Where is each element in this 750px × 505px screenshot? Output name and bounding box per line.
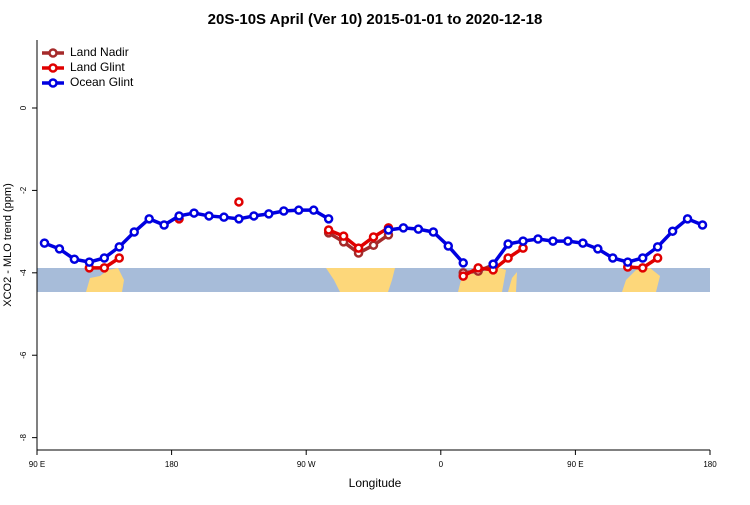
x-axis-label: Longitude bbox=[349, 476, 402, 490]
data-point bbox=[458, 258, 468, 268]
y-tick-label: -8 bbox=[19, 434, 28, 442]
y-tick-label: -4 bbox=[19, 269, 28, 277]
data-point bbox=[293, 205, 304, 215]
data-point bbox=[84, 257, 95, 267]
data-point bbox=[652, 253, 663, 263]
data-point bbox=[114, 242, 125, 252]
data-point bbox=[129, 227, 139, 237]
data-point bbox=[593, 244, 603, 254]
data-point bbox=[323, 214, 334, 224]
series-line bbox=[327, 231, 494, 275]
land-shape bbox=[622, 268, 660, 292]
data-point bbox=[608, 253, 618, 263]
data-point bbox=[159, 220, 169, 230]
data-point bbox=[353, 243, 364, 253]
data-point bbox=[249, 211, 259, 221]
land-shape bbox=[326, 268, 395, 292]
data-point bbox=[503, 239, 513, 249]
x-tick-label: 90 E bbox=[567, 460, 583, 469]
data-point bbox=[189, 208, 199, 218]
data-point bbox=[652, 242, 663, 252]
data-point bbox=[637, 253, 648, 263]
data-point bbox=[563, 236, 573, 246]
data-point bbox=[323, 225, 334, 235]
x-tick-label: 90 W bbox=[297, 460, 316, 469]
land-shape bbox=[86, 268, 124, 292]
data-point bbox=[99, 253, 110, 263]
data-point bbox=[622, 257, 633, 267]
data-point bbox=[144, 214, 154, 224]
y-tick-label: 0 bbox=[19, 105, 28, 110]
data-point bbox=[578, 238, 588, 248]
data-point bbox=[682, 214, 693, 224]
y-tick-label: -6 bbox=[19, 351, 28, 359]
data-point bbox=[503, 253, 513, 263]
y-axis-label: XCO2 - MLO trend (ppm) bbox=[2, 183, 14, 306]
data-point bbox=[279, 206, 289, 216]
data-point bbox=[114, 253, 125, 263]
y-tick-label: -2 bbox=[19, 186, 28, 194]
data-point bbox=[234, 197, 244, 207]
data-point bbox=[533, 234, 543, 244]
land-shape bbox=[508, 272, 517, 292]
x-tick-label: 180 bbox=[165, 460, 179, 469]
chart-title: 20S-10S April (Ver 10) 2015-01-01 to 202… bbox=[208, 11, 543, 28]
data-point bbox=[99, 263, 110, 273]
legend-marker bbox=[48, 63, 58, 73]
data-point bbox=[398, 223, 409, 233]
x-tick-label: 0 bbox=[439, 460, 444, 469]
data-point bbox=[443, 241, 454, 251]
data-point bbox=[338, 231, 349, 241]
data-point bbox=[637, 263, 648, 273]
legend-label: Ocean Glint bbox=[70, 75, 134, 89]
legend-marker bbox=[48, 78, 58, 88]
land-sea-band bbox=[37, 268, 710, 292]
data-point bbox=[473, 263, 483, 273]
data-point bbox=[174, 211, 184, 221]
legend-label: Land Nadir bbox=[70, 45, 129, 59]
data-point bbox=[368, 240, 379, 250]
legend-marker bbox=[48, 48, 58, 58]
data-point bbox=[204, 211, 214, 221]
data-point bbox=[383, 225, 394, 235]
data-point bbox=[697, 220, 708, 230]
data-point bbox=[488, 259, 498, 269]
data-point bbox=[413, 224, 424, 234]
data-point bbox=[234, 214, 244, 224]
legend-label: Land Glint bbox=[70, 60, 125, 74]
data-point bbox=[428, 227, 439, 237]
data-point bbox=[548, 236, 558, 246]
data-point bbox=[308, 205, 319, 215]
data-point bbox=[39, 238, 50, 248]
data-point bbox=[264, 209, 274, 219]
data-point bbox=[69, 254, 80, 264]
x-tick-label: 180 bbox=[703, 460, 717, 469]
data-point bbox=[54, 244, 65, 254]
data-point bbox=[667, 226, 678, 236]
data-point bbox=[458, 271, 468, 281]
data-point bbox=[219, 212, 229, 222]
x-tick-label: 90 E bbox=[29, 460, 45, 469]
data-point bbox=[518, 236, 528, 246]
data-point bbox=[368, 232, 379, 242]
